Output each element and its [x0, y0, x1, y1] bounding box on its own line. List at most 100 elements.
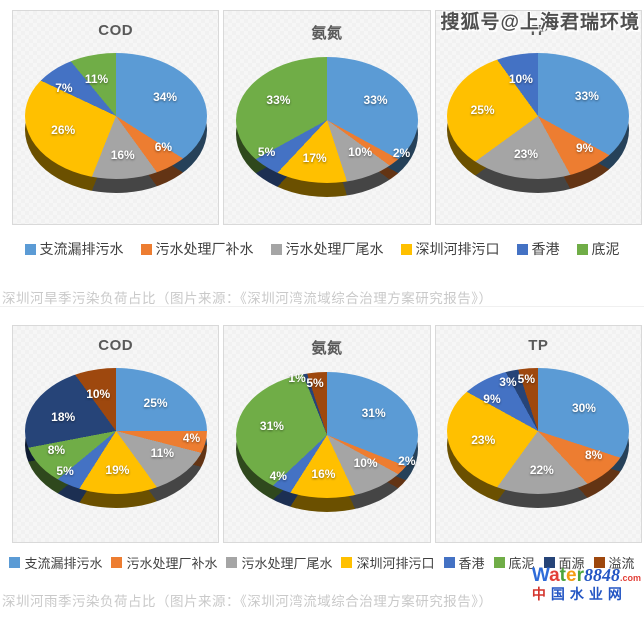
- dry-season-chart-row: COD 34% 6% 16% 26% 7% 11% 氨氮 33% 2% 10% 17% 5% 33%…: [12, 10, 642, 225]
- logo-segment: a: [549, 565, 560, 586]
- logo-segment: t: [559, 565, 566, 586]
- logo-segment: W: [531, 565, 550, 586]
- legend-label: 深圳河排污口: [415, 241, 500, 257]
- legend-swatch: [111, 557, 123, 568]
- legend-label: 底泥: [591, 241, 620, 257]
- legend-item: 污水处理厂补水: [140, 239, 254, 259]
- pie-slice-label: 9%: [575, 141, 594, 156]
- pie-slice-label: 9%: [483, 391, 501, 406]
- panel-nh3-wet: 氨氮 31% 2% 10% 16% 4% 31% 1% 5%: [223, 325, 431, 543]
- legend-swatch: [24, 243, 36, 255]
- legend-swatch: [443, 557, 455, 568]
- legend-label: 面源: [558, 556, 585, 571]
- legend-swatch: [140, 243, 152, 255]
- chart-title: 氨氮: [311, 25, 343, 42]
- pie-slice-label: 31%: [361, 406, 386, 421]
- caption-dry-season: 深圳河旱季污染负荷占比（图片来源：《深圳河湾流域综合治理方案研究报告》）: [2, 291, 493, 306]
- legend-swatch: [270, 243, 282, 255]
- legend-label: 深圳河排污口: [356, 556, 435, 571]
- pie-slice-label: 23%: [513, 147, 539, 162]
- pie-chart-tp-dry: 33% 9% 23% 25% 10%: [447, 53, 630, 195]
- pie-slice-label: 22%: [529, 462, 554, 477]
- pie-surface: 31% 2% 10% 16% 4% 31% 1% 5%: [235, 371, 418, 498]
- pie-slice-label: 23%: [471, 432, 496, 447]
- pie-chart-nh3-dry: 33% 2% 10% 17% 5% 33%: [235, 57, 418, 199]
- pie-slice-label: 31%: [259, 419, 284, 434]
- pie-slice-label: 4%: [182, 430, 201, 445]
- pie-slice-label: 11%: [84, 72, 109, 87]
- water8848-logo-cn: 中国水业网: [532, 587, 641, 602]
- pie-slice-label: 5%: [257, 145, 276, 160]
- caption-rainy-season: 深圳河雨季污染负荷占比（图片来源：《深圳河湾流域综合治理方案研究报告》）: [2, 594, 493, 609]
- pie-slice-label: 19%: [105, 463, 130, 478]
- pie-slice-label: 34%: [153, 90, 178, 105]
- legend-item: 溢流: [593, 553, 635, 572]
- pie-slice-label: 33%: [574, 89, 599, 104]
- legend-swatch: [9, 557, 21, 568]
- pie-slice-label: 5%: [517, 371, 536, 386]
- section-divider: [0, 306, 644, 307]
- pie-surface: 25% 4% 11% 19% 5% 8% 18% 10%: [24, 368, 207, 494]
- chart-title: TP: [528, 337, 549, 354]
- legend-swatch: [226, 557, 238, 568]
- pie-slice-label: 25%: [143, 396, 168, 411]
- pie-slice-label: 17%: [302, 151, 327, 166]
- pie-surface: 33% 9% 23% 25% 10%: [447, 53, 630, 179]
- rainy-season-chart-row: COD 25% 4% 11% 19% 5% 8% 18% 10% 氨氮 31% 2% 10% 16%…: [12, 325, 642, 543]
- pie-slice-label: 6%: [154, 140, 173, 155]
- pie-surface: 30% 8% 22% 23% 9% 3% 5%: [447, 368, 630, 494]
- pie-slice-label: 10%: [508, 71, 533, 86]
- legend-label: 香港: [531, 241, 560, 257]
- legend-swatch: [576, 243, 588, 255]
- legend-label: 污水处理厂尾水: [285, 241, 384, 257]
- water8848-logo-word: Water8848.com: [532, 566, 641, 586]
- legend-item: 支流漏排污水: [24, 239, 124, 259]
- logo-cn-segment: 国水业网: [550, 585, 627, 602]
- legend-item: 污水处理厂补水: [111, 553, 217, 572]
- pie-slice-label: 2%: [398, 454, 416, 469]
- pie-slice-label: 10%: [86, 386, 111, 401]
- pie-slice-label: 3%: [499, 375, 517, 390]
- legend-label: 支流漏排污水: [39, 241, 124, 257]
- legend-swatch: [493, 557, 505, 568]
- legend-item: 底泥: [576, 239, 620, 259]
- pie-slice-label: 33%: [266, 93, 291, 108]
- pie-chart-tp-wet: 30% 8% 22% 23% 9% 3% 5%: [447, 368, 630, 510]
- panel-cod-dry: COD 34% 6% 16% 26% 7% 11%: [12, 10, 220, 225]
- legend-item: 污水处理厂尾水: [226, 553, 332, 572]
- legend-item: 深圳河排污口: [341, 553, 435, 572]
- legend-swatch: [516, 243, 528, 255]
- pie-slice-label: 16%: [311, 466, 336, 481]
- legend-label: 支流漏排污水: [24, 556, 103, 571]
- panel-nh3-dry: 氨氮 33% 2% 10% 17% 5% 33%: [223, 10, 431, 225]
- legend-swatch: [593, 557, 605, 568]
- pie-slice-label: 8%: [584, 448, 603, 463]
- legend-label: 底泥: [508, 556, 535, 571]
- legend-item: 香港: [443, 553, 485, 572]
- legend-dry-season: 支流漏排污水 污水处理厂补水 污水处理厂尾水 深圳河排污口 香港 底泥: [0, 239, 644, 259]
- pie-slice-label: 30%: [571, 401, 596, 416]
- pie-slice-label: 26%: [51, 123, 76, 138]
- legend-item: 底泥: [493, 553, 535, 572]
- pie-slice-label: 33%: [363, 93, 388, 108]
- pie-chart-cod-wet: 25% 4% 11% 19% 5% 8% 18% 10%: [24, 368, 207, 510]
- pie-slice-label: 4%: [269, 468, 287, 483]
- pie-surface: 33% 2% 10% 17% 5% 33%: [235, 57, 418, 183]
- pie-slice-label: 5%: [56, 463, 74, 478]
- legend-item: 污水处理厂尾水: [270, 239, 384, 259]
- chart-title: 氨氮: [311, 340, 343, 357]
- legend-rainy-season: 支流漏排污水 污水处理厂补水 污水处理厂尾水 深圳河排污口 香港 底泥 面源 溢流: [0, 553, 644, 572]
- legend-swatch: [341, 557, 353, 568]
- legend-item: 香港: [516, 239, 560, 259]
- panel-tp-dry: TP 33% 9% 23% 25% 10%: [434, 10, 642, 225]
- pie-slice-label: 16%: [110, 147, 135, 162]
- water8848-logo: Water8848.com 中国水业网: [532, 566, 641, 602]
- pie-slice-label: 7%: [55, 81, 73, 96]
- panel-cod-wet: COD 25% 4% 11% 19% 5% 8% 18% 10%: [12, 325, 220, 543]
- logo-segment: 8848: [583, 565, 620, 585]
- pie-surface: 34% 6% 16% 26% 7% 11%: [24, 53, 207, 179]
- panel-tp-wet: TP 30% 8% 22% 23% 9% 3% 5%: [434, 325, 642, 543]
- legend-item: 深圳河排污口: [400, 239, 500, 259]
- pie-chart-nh3-wet: 31% 2% 10% 16% 4% 31% 1% 5%: [235, 371, 418, 514]
